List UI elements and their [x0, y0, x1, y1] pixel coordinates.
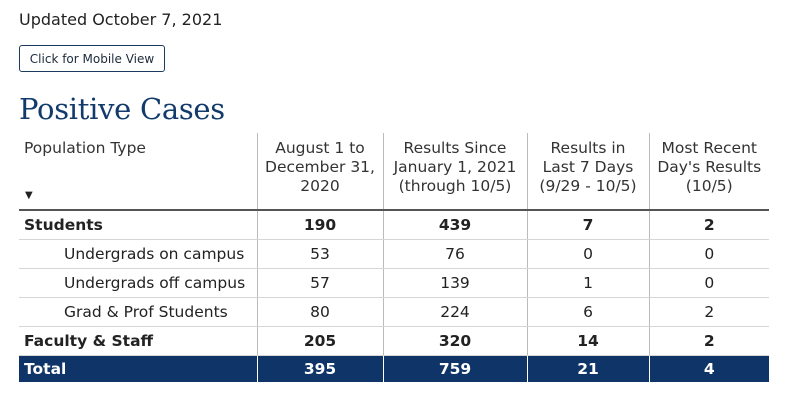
cell-value: 80	[256, 297, 383, 327]
total-value: 21	[526, 355, 649, 382]
cell-value: 320	[382, 326, 527, 356]
cell-value: 1	[526, 268, 649, 298]
sort-down-icon[interactable]: ▼	[25, 190, 33, 201]
cell-value: 7	[526, 210, 649, 240]
cell-value: 2	[648, 326, 769, 356]
header-line: August 1 to	[275, 139, 365, 157]
row-label: Students	[19, 210, 257, 240]
page-title: Positive Cases	[19, 92, 225, 126]
updated-date: Updated October 7, 2021	[19, 10, 223, 29]
cell-value: 190	[256, 210, 383, 240]
table-row-faculty-staff: Faculty & Staff 205 320 14 2	[19, 326, 769, 356]
row-label: Undergrads on campus	[19, 239, 257, 269]
cell-value: 76	[382, 239, 527, 269]
header-line: Last 7 Days	[542, 158, 634, 176]
total-value: 395	[256, 355, 383, 382]
header-population-label: Population Type	[24, 139, 146, 157]
total-label: Total	[19, 355, 257, 382]
table-row-students: Students 190 439 7 2	[19, 210, 769, 240]
row-label: Grad & Prof Students	[19, 297, 257, 327]
header-line: Most Recent	[661, 139, 757, 157]
header-line: (9/29 - 10/5)	[539, 177, 637, 195]
header-population-type[interactable]: Population Type ▼	[19, 133, 257, 211]
header-line: December 31,	[265, 158, 375, 176]
header-line: Results in	[550, 139, 626, 157]
table-header-row: Population Type ▼ August 1 to December 3…	[19, 133, 769, 211]
table-row-undergrads-off-campus: Undergrads off campus 57 139 1 0	[19, 268, 769, 298]
header-since-jan-2021: Results Since January 1, 2021 (through 1…	[382, 133, 527, 211]
cell-value: 0	[648, 239, 769, 269]
header-line: Day's Results	[657, 158, 762, 176]
total-value: 759	[382, 355, 527, 382]
cell-value: 53	[256, 239, 383, 269]
table-row-grad-prof-students: Grad & Prof Students 80 224 6 2	[19, 297, 769, 327]
header-line: (through 10/5)	[398, 177, 512, 195]
cell-value: 205	[256, 326, 383, 356]
table-row-total: Total 395 759 21 4	[19, 355, 769, 382]
row-label: Faculty & Staff	[19, 326, 257, 356]
cell-value: 439	[382, 210, 527, 240]
header-most-recent-day: Most Recent Day's Results (10/5)	[648, 133, 769, 211]
cell-value: 224	[382, 297, 527, 327]
cell-value: 0	[526, 239, 649, 269]
header-last-7-days: Results in Last 7 Days (9/29 - 10/5)	[526, 133, 649, 211]
header-line: Results Since	[403, 139, 507, 157]
positive-cases-table: Population Type ▼ August 1 to December 3…	[19, 133, 769, 382]
header-aug-dec-2020: August 1 to December 31, 2020	[256, 133, 383, 211]
cell-value: 57	[256, 268, 383, 298]
cell-value: 14	[526, 326, 649, 356]
header-line: 2020	[300, 177, 340, 195]
header-line: January 1, 2021	[393, 158, 517, 176]
row-label: Undergrads off campus	[19, 268, 257, 298]
header-line: (10/5)	[685, 177, 733, 195]
cell-value: 2	[648, 297, 769, 327]
cell-value: 6	[526, 297, 649, 327]
total-value: 4	[648, 355, 769, 382]
cell-value: 139	[382, 268, 527, 298]
table-row-undergrads-on-campus: Undergrads on campus 53 76 0 0	[19, 239, 769, 269]
cell-value: 0	[648, 268, 769, 298]
cell-value: 2	[648, 210, 769, 240]
mobile-view-button[interactable]: Click for Mobile View	[19, 45, 165, 72]
